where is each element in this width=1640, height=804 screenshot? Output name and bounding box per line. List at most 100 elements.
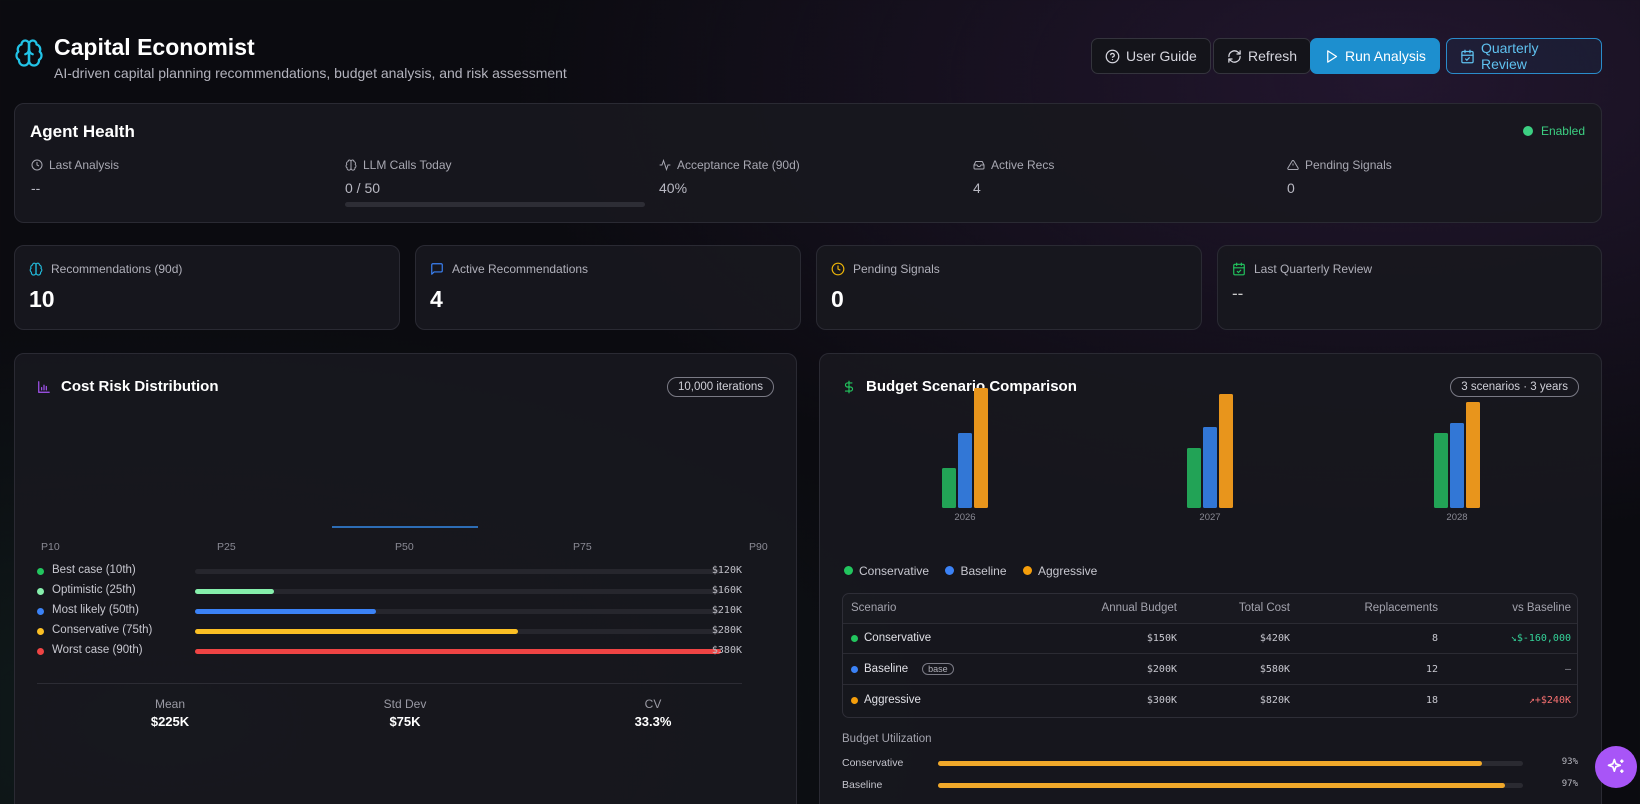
distribution-line [332,526,478,528]
metric-value: 0 [1287,180,1295,196]
risk-bar-track [195,569,721,574]
risk-bar-fill [195,629,519,634]
alert-triangle-icon [1287,159,1299,170]
metric-label: Active Recs [991,158,1055,172]
utilization-value: 97% [1561,779,1578,789]
bar-conservative-2026[interactable] [942,468,956,508]
run-analysis-label: Run Analysis [1345,48,1426,64]
bar-conservative-2027[interactable] [1187,448,1201,508]
metric-value: 4 [973,180,981,196]
user-guide-button[interactable]: User Guide [1091,38,1211,74]
risk-row: Worst case (90th) $380K [37,642,742,662]
utilization-fill [938,783,1506,788]
llm-calls-progress [345,202,645,207]
legend-item-conservative: Conservative [844,564,929,578]
summary-label: Std Dev [383,697,427,711]
metric-pending-signals: Pending Signals 0 [1287,158,1392,196]
iterations-badge: 10,000 iterations [666,377,774,397]
risk-bar-track [195,629,721,634]
stat-card-last-quarterly-review: Last Quarterly Review -- [1217,245,1602,330]
summary-value: 33.3% [634,714,672,729]
stat-label: Last Quarterly Review [1254,262,1373,276]
risk-bar-fill [195,649,721,654]
percentile-label: P10 [41,541,60,553]
bar-baseline-2028[interactable] [1450,423,1464,508]
utilization-label: Conservative [842,757,904,769]
stat-value: 10 [29,286,55,312]
bar-conservative-2028[interactable] [1434,433,1448,508]
risk-bar-fill [195,589,274,594]
risk-label: Best case (10th) [52,564,136,576]
brain-icon [29,262,43,276]
cost-risk-title: Cost Risk Distribution [61,378,219,395]
sparkles-icon [1607,758,1624,773]
risk-row: Optimistic (25th) $160K [37,582,742,602]
legend-item-baseline: Baseline [945,564,1007,578]
stat-value: 4 [430,286,443,312]
risk-bar-track [195,589,721,594]
utilization-track [938,761,1523,766]
bar-baseline-2027[interactable] [1203,427,1217,508]
bar-aggressive-2026[interactable] [974,388,988,508]
cost-risk-panel: Cost Risk Distribution 10,000 iterations… [14,353,797,804]
page-header: Capital Economist AI-driven capital plan… [14,32,1602,82]
bar-baseline-2026[interactable] [958,433,972,508]
metric-label: LLM Calls Today [363,158,452,172]
risk-label: Most likely (50th) [52,604,139,616]
stat-label: Recommendations (90d) [51,262,183,276]
risk-value: $120K [711,565,742,576]
chart-legend: Conservative Baseline Aggressive [844,562,1109,580]
agent-status: Enabled [1522,124,1585,138]
run-analysis-button[interactable]: Run Analysis [1310,38,1440,74]
bar-aggressive-2028[interactable] [1466,402,1480,508]
calendar-check-icon [1461,49,1474,63]
risk-dot [37,648,44,655]
utilization-row: Conservative 93% [842,756,1578,772]
bar-chart-icon [38,380,50,393]
quarterly-review-label: Quarterly Review [1480,40,1539,72]
refresh-label: Refresh [1248,48,1298,64]
refresh-icon [1228,49,1241,63]
risk-value: $210K [711,605,742,616]
metric-last-analysis: Last Analysis -- [31,158,119,196]
x-tick-label: 2028 [1446,512,1467,523]
scenario-table: Scenario Annual Budget Total Cost Replac… [842,593,1578,718]
risk-label: Conservative (75th) [52,624,153,636]
help-circle-icon [1105,49,1120,63]
base-tag: base [922,663,954,675]
status-label: Enabled [1540,124,1585,138]
risk-bar-track [195,649,721,654]
metric-label: Pending Signals [1305,158,1392,172]
quarterly-review-button[interactable]: Quarterly Review [1446,38,1602,74]
utilization-row: Baseline 97% [842,778,1578,794]
refresh-button[interactable]: Refresh [1213,38,1312,74]
bar-aggressive-2027[interactable] [1219,394,1233,508]
budget-bar-chart: 2026 2027 2028 [942,388,1480,523]
stat-card-recommendations: Recommendations (90d) 10 [14,245,400,330]
stat-card-pending-signals: Pending Signals 0 [816,245,1202,330]
ai-assistant-button[interactable] [1595,746,1637,788]
x-tick-label: 2026 [954,512,975,523]
utilization-fill [938,761,1483,766]
risk-value: $380K [711,645,742,656]
summary-value: $225K [150,714,190,729]
utilization-track [938,783,1523,788]
trend-up-icon: ↗ [1528,695,1535,706]
utilization-label: Baseline [842,779,883,791]
clock-icon [831,262,845,276]
risk-dot [37,608,44,615]
table-row[interactable]: Baseline base $200K $580K 12 — [843,655,1577,685]
risk-label: Worst case (90th) [52,644,143,656]
risk-dot [37,568,44,575]
page-title: Capital Economist [54,34,255,60]
summary-std-dev: Std Dev $75K [330,697,480,729]
message-square-icon [431,263,443,275]
agent-health-card: Agent Health Enabled Last Analysis -- LL… [14,103,1602,223]
table-row[interactable]: Aggressive $300K $820K 18 ↗+$240K [843,686,1577,716]
risk-row: Most likely (50th) $210K [37,602,742,622]
agent-health-title: Agent Health [30,122,135,141]
table-row[interactable]: Conservative $150K $420K 8 ↘$-160,000 [843,624,1577,654]
risk-bar-fill [195,609,377,614]
risk-label: Optimistic (25th) [52,584,136,596]
status-dot [1522,126,1533,136]
